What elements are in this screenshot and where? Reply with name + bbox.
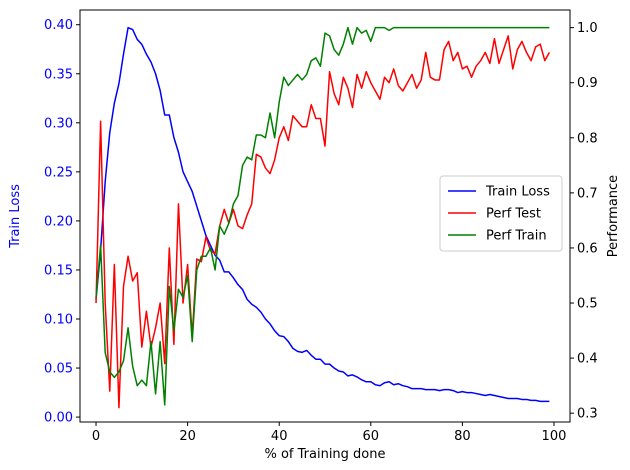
y-right-tick-label: 0.5 — [577, 297, 598, 312]
x-tick-label: 100 — [542, 429, 567, 444]
x-axis: 0 20 40 60 80 100 — [92, 422, 566, 444]
y-right-tick-label: 0.9 — [577, 76, 598, 91]
y-axis-right-title: Performance — [606, 175, 621, 257]
y-right-tick-label: 0.3 — [577, 407, 598, 422]
y-right-tick-label: 0.8 — [577, 131, 598, 146]
y-right-tick-label: 0.6 — [577, 241, 598, 256]
plot-frame — [79, 9, 571, 423]
series-layer — [95, 26, 551, 409]
legend: Train Loss Perf Test Perf Train — [439, 175, 563, 252]
y-left-tick-label: 0.30 — [44, 116, 73, 131]
x-tick-label: 60 — [363, 429, 380, 444]
y-axis-right: 0.3 0.4 0.5 0.6 0.7 0.8 0.9 1.0 — [570, 21, 598, 422]
y-right-tick-label: 1.0 — [577, 21, 598, 36]
y-axis-left-title: Train Loss — [8, 184, 23, 249]
x-tick-label: 40 — [271, 429, 288, 444]
x-tick-label: 80 — [454, 429, 471, 444]
y-right-tick-label: 0.4 — [577, 352, 598, 367]
legend-box — [439, 175, 563, 252]
legend-label: Train Loss — [485, 185, 550, 200]
y-left-tick-label: 0.25 — [44, 165, 73, 180]
legend-label: Perf Train — [486, 229, 547, 244]
legend-label: Perf Test — [486, 207, 541, 222]
y-left-tick-label: 0.40 — [44, 18, 73, 33]
x-axis-title: % of Training done — [264, 447, 385, 462]
series-line-perf-train — [95, 26, 550, 406]
y-right-tick-label: 0.7 — [577, 186, 598, 201]
y-left-tick-label: 0.15 — [44, 263, 73, 278]
series-line-train-loss — [95, 26, 550, 403]
y-left-tick-label: 0.05 — [44, 362, 73, 377]
x-tick-label: 20 — [179, 429, 196, 444]
y-left-tick-label: 0.35 — [44, 67, 73, 82]
y-axis-left: 0.00 0.05 0.10 0.15 0.20 0.25 0.30 0.35 0.40 — [44, 18, 80, 426]
series-line-perf-test — [95, 35, 551, 409]
y-left-tick-label: 0.10 — [44, 313, 73, 328]
x-tick-label: 0 — [92, 429, 100, 444]
y-left-tick-label: 0.20 — [44, 214, 73, 229]
y-left-tick-label: 0.00 — [44, 411, 73, 426]
